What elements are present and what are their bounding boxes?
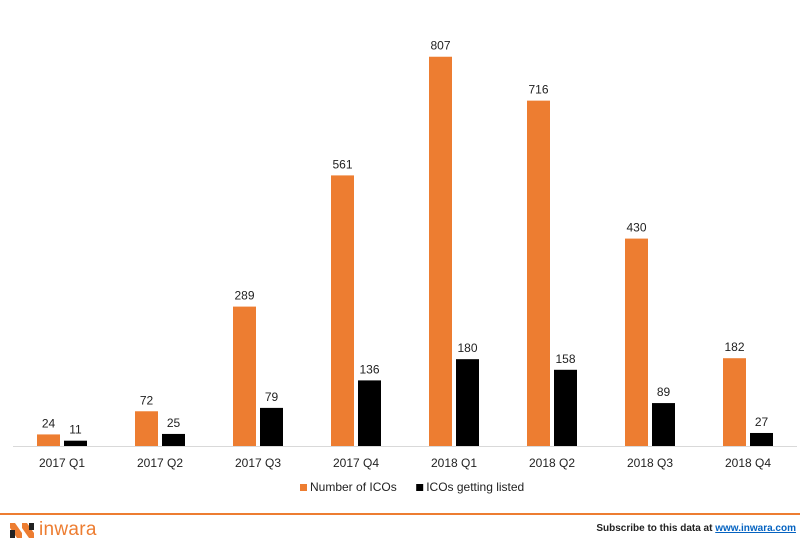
- legend-swatch-ico-count: [300, 484, 307, 491]
- bars-layer: [37, 56, 773, 447]
- bar-ico-listed: [358, 380, 381, 446]
- x-tick-label: 2017 Q1: [39, 456, 85, 470]
- data-label: 24: [42, 416, 56, 430]
- bar-ico-listed: [652, 403, 675, 446]
- x-tick-label: 2017 Q4: [333, 456, 379, 470]
- data-label: 289: [234, 289, 254, 303]
- legend-label: Number of ICOs: [310, 480, 397, 494]
- inwara-logo-icon: [10, 523, 34, 538]
- legend-swatch-ico-listed: [416, 484, 424, 491]
- data-label: 79: [265, 390, 279, 404]
- x-tick-label: 2017 Q2: [137, 456, 183, 470]
- data-labels-layer: 24 11 72 25 289 79 561 136 807 180 716 158 430 89 182 2…: [42, 39, 769, 437]
- data-label: 807: [430, 39, 450, 53]
- legend: Number of ICOs ICOs getting listed: [300, 480, 524, 494]
- bar-ico-listed: [750, 432, 773, 446]
- bar-ico-listed: [456, 359, 479, 446]
- bar-ico-count: [625, 238, 648, 446]
- data-label: 136: [359, 362, 379, 376]
- bar-ico-listed: [64, 440, 87, 446]
- logo-text: inwara: [39, 519, 97, 540]
- bar-ico-count: [429, 56, 452, 446]
- bar-ico-count: [135, 411, 158, 446]
- bar-ico-count: [37, 434, 60, 446]
- x-tick-labels-layer: 2017 Q1 2017 Q2 2017 Q3 2017 Q4 2018 Q1 2018 …: [39, 456, 771, 470]
- bar-ico-listed: [554, 369, 577, 446]
- x-tick-label: 2018 Q3: [627, 456, 673, 470]
- data-label: 11: [69, 423, 82, 437]
- subscribe-link[interactable]: www.inwara.com: [715, 523, 796, 534]
- x-tick-label: 2018 Q2: [529, 456, 575, 470]
- bar-ico-listed: [162, 433, 185, 446]
- bar-ico-count: [331, 175, 354, 446]
- subscribe-note: Subscribe to this data at www.inwara.com: [596, 523, 796, 534]
- bar-ico-count: [723, 358, 746, 446]
- subscribe-text: Subscribe to this data at: [596, 523, 716, 534]
- data-label: 182: [724, 340, 744, 354]
- data-label: 72: [140, 393, 154, 407]
- data-label: 716: [528, 83, 548, 97]
- data-label: 180: [457, 341, 477, 355]
- bar-ico-count: [527, 100, 550, 447]
- inwara-logo: inwara: [10, 519, 97, 541]
- x-tick-label: 2018 Q4: [725, 456, 771, 470]
- data-label: 25: [167, 416, 181, 430]
- x-tick-label: 2017 Q3: [235, 456, 281, 470]
- data-label: 430: [626, 221, 646, 235]
- data-label: 158: [555, 352, 575, 366]
- bar-ico-count: [233, 306, 256, 446]
- x-tick-label: 2018 Q1: [431, 456, 477, 470]
- data-label: 89: [657, 385, 671, 399]
- data-label: 27: [755, 415, 769, 429]
- legend-label: ICOs getting listed: [426, 480, 524, 494]
- footer-bar: inwara Subscribe to this data at www.inw…: [0, 513, 800, 546]
- bar-ico-listed: [260, 407, 283, 446]
- data-label: 561: [332, 157, 352, 171]
